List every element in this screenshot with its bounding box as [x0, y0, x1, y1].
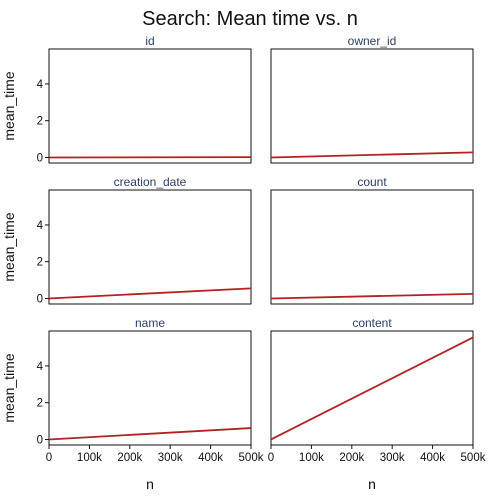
x-axis-label: n — [368, 476, 376, 492]
x-tick-label: 200k — [339, 452, 364, 464]
facet-title: content — [352, 316, 392, 330]
series-line — [48, 427, 252, 441]
series-line — [270, 151, 474, 159]
chart-title: Search: Mean time vs. n — [142, 8, 358, 30]
series-line — [270, 292, 474, 300]
y-axis-label: mean_time — [1, 353, 17, 422]
x-tick-label: 300k — [380, 452, 405, 464]
series-line — [48, 287, 252, 300]
x-tick-label: 400k — [198, 452, 223, 464]
x-tick-label: 100k — [299, 452, 324, 464]
facet-panel-content: content 0 100k 200k 300k 400k 500k n — [268, 316, 486, 492]
y-tick-label: 2 — [37, 116, 43, 128]
panel-frame — [270, 189, 474, 305]
facet-title: name — [135, 316, 165, 330]
panel-frame — [48, 189, 252, 305]
facet-panel-creation-date: creation_date 0 2 4 mean_time — [1, 175, 252, 305]
x-tick-label: 300k — [158, 452, 183, 464]
facet-title: owner_id — [348, 34, 397, 48]
x-tick-label: 400k — [420, 452, 445, 464]
y-tick-label: 0 — [37, 434, 43, 446]
panel-frame — [48, 330, 252, 446]
x-tick-label: 500k — [239, 452, 264, 464]
facet-panel-count: count — [270, 175, 474, 305]
y-axis-label: mean_time — [1, 71, 17, 140]
y-tick-label: 0 — [37, 293, 43, 305]
facet-title: id — [145, 34, 154, 48]
y-tick-label: 0 — [37, 152, 43, 164]
facet-title: count — [357, 175, 387, 189]
panel-frame — [48, 48, 252, 164]
series-line — [270, 336, 474, 441]
y-axis-label: mean_time — [1, 212, 17, 281]
x-tick-label: 0 — [268, 452, 274, 464]
panel-frame — [270, 48, 474, 164]
facet-panel-name: name 0 2 4 mean_time 0 100k 200k 300k 400k 500k n — [1, 316, 264, 492]
y-tick-label: 4 — [37, 220, 44, 232]
x-tick-label: 500k — [461, 452, 486, 464]
facet-panel-id: id 0 2 4 mean_time — [1, 34, 252, 164]
x-tick-label: 0 — [46, 452, 52, 464]
y-tick-label: 4 — [37, 79, 44, 91]
y-tick-label: 2 — [37, 398, 43, 410]
x-axis-label: n — [146, 476, 154, 492]
x-tick-label: 100k — [77, 452, 102, 464]
x-tick-label: 200k — [117, 452, 142, 464]
y-tick-label: 2 — [37, 257, 43, 269]
facet-title: creation_date — [114, 175, 187, 189]
y-tick-label: 4 — [37, 361, 44, 373]
facet-panels: id 0 2 4 mean_time owner_id creation_date 0 2 4 me… — [1, 34, 486, 492]
facet-panel-owner-id: owner_id — [270, 34, 474, 164]
